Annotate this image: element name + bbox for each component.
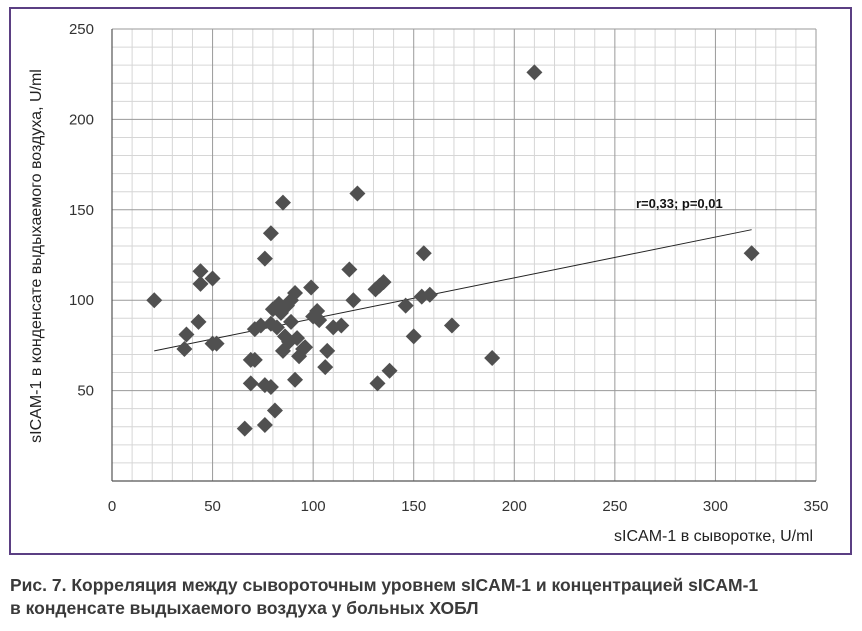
data-point [192,275,209,292]
data-point [341,261,358,278]
chart-frame [9,7,852,555]
correlation-annotation: r=0,33; p=0,01 [636,196,723,211]
data-point [349,185,366,202]
axes [111,29,816,482]
data-point [526,64,543,81]
data-point [289,330,306,347]
x-tick-label: 350 [803,498,828,515]
data-point [274,194,291,211]
data-point [252,317,269,334]
y-tick-label: 150 [69,202,94,219]
data-point [242,375,259,392]
data-point [319,342,336,359]
data-point [266,402,283,419]
trendline-group [154,229,752,352]
data-point [303,279,320,296]
x-tick-label: 250 [602,498,627,515]
data-point [317,359,334,376]
data-point [208,335,225,352]
scatter-chart: 0 50 100 150 200 250 300 350 50 100 150 200 250 r=0… [28,21,829,545]
x-tick-label: 0 [108,498,116,515]
caption-line-2: в конденсате выдыхаемого воздуха у больн… [10,598,479,618]
data-point [262,378,279,395]
data-point [204,270,221,287]
y-tick-label: 250 [69,21,94,38]
data-point [176,341,193,358]
data-point [283,313,300,330]
data-point [311,312,328,329]
figure-caption: Рис. 7. Корреляция между сывороточным ур… [10,574,855,620]
x-tick-label: 300 [703,498,728,515]
data-point [236,420,253,437]
data-point [256,250,273,267]
data-point [415,245,432,262]
data-point [421,286,438,303]
y-tick-labels: 50 100 150 200 250 [69,21,94,400]
grid-minor-lines [112,29,816,481]
data-point [297,339,314,356]
data-point [190,313,207,330]
data-point [381,362,398,379]
data-point [369,375,386,392]
x-tick-labels: 0 50 100 150 200 250 300 350 [108,498,829,515]
data-point [146,292,163,309]
data-point [743,245,760,262]
y-tick-label: 100 [69,292,94,309]
data-point [246,351,263,368]
trendline [154,229,752,352]
data-point [192,263,209,280]
data-point [397,297,414,314]
data-point [268,319,285,336]
x-tick-label: 50 [204,498,221,515]
x-tick-label: 100 [301,498,326,515]
data-point [287,371,304,388]
data-point [405,328,422,345]
data-point [256,416,273,433]
data-point [333,317,350,334]
data-point [443,317,460,334]
grid-major-lines [111,28,817,481]
caption-line-1: Рис. 7. Корреляция между сывороточным ур… [10,575,759,595]
y-axis-title: sICAM-1 в конденсате выдыхаемого воздуха… [28,69,45,443]
y-tick-label: 50 [77,383,94,400]
data-point [262,225,279,242]
data-point [345,292,362,309]
data-point [375,274,392,291]
x-axis-title: sICAM-1 в сыворотке, U/ml [614,528,813,545]
data-point [178,326,195,343]
data-point [287,284,304,301]
x-tick-label: 200 [502,498,527,515]
y-tick-label: 200 [69,111,94,128]
x-tick-label: 150 [401,498,426,515]
data-point [484,350,501,367]
data-points [146,64,760,437]
